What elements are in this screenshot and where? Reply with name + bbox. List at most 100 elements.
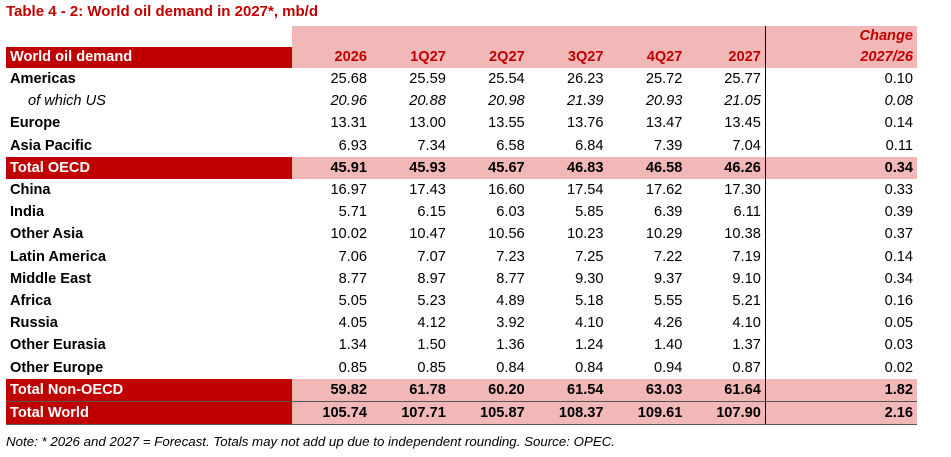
cell: 20.98 — [488, 93, 525, 110]
cell: 6.15 — [417, 204, 446, 221]
header-col-2027: 2027 — [686, 47, 766, 68]
cell: 25.68 — [330, 71, 367, 88]
cell: 60.20 — [449, 378, 529, 402]
cell: 21.05 — [724, 93, 761, 110]
row-label: Middle East — [10, 270, 92, 287]
cell: 4.89 — [496, 292, 525, 309]
row-label: India — [10, 204, 45, 221]
cell: 0.94 — [654, 359, 683, 376]
change-cell: 0.10 — [764, 68, 917, 91]
change-cell: 0.11 — [764, 134, 917, 157]
header-col-2q27: 2Q27 — [449, 47, 529, 68]
cell: 4.26 — [654, 315, 683, 332]
row-label: Russia — [10, 315, 58, 332]
cell: 45.93 — [370, 156, 450, 179]
table-row-us: of which US 20.96 20.88 20.98 21.39 20.9… — [6, 90, 917, 113]
change-cell: 0.39 — [764, 201, 917, 224]
table-row-europe: Europe 13.31 13.00 13.55 13.76 13.47 13.… — [6, 112, 917, 135]
change-cell: 0.37 — [764, 223, 917, 246]
cell: 25.72 — [645, 71, 683, 88]
cell: 6.39 — [654, 204, 683, 221]
cell: 0.87 — [732, 359, 761, 376]
cell: 25.77 — [724, 71, 761, 88]
cell: 16.60 — [488, 182, 525, 199]
cell: 8.77 — [496, 270, 525, 287]
row-label: Americas — [10, 71, 76, 88]
cell: 0.84 — [496, 359, 525, 376]
header-row-top: Change — [6, 26, 917, 47]
table-row-americas: Americas 25.68 25.59 25.54 26.23 25.72 2… — [6, 68, 917, 91]
table-row-other-asia: Other Asia 10.02 10.47 10.56 10.23 10.29… — [6, 223, 917, 246]
cell: 16.97 — [330, 182, 367, 199]
cell: 0.85 — [417, 359, 446, 376]
change-cell: 0.16 — [764, 289, 917, 313]
header-row: World oil demand 2026 1Q27 2Q27 3Q27 4Q2… — [6, 47, 917, 68]
cell: 7.34 — [417, 137, 446, 154]
cell: 7.06 — [338, 248, 367, 265]
cell: 5.21 — [732, 292, 761, 309]
cell: 20.96 — [330, 93, 367, 110]
cell: 13.47 — [645, 115, 683, 132]
cell: 107.71 — [370, 400, 450, 426]
cell: 9.37 — [654, 270, 683, 287]
table-row-other-eurasia: Other Eurasia 1.34 1.50 1.36 1.24 1.40 1… — [6, 334, 917, 357]
cell: 46.83 — [528, 156, 608, 179]
table-row-middle-east: Middle East 8.77 8.97 8.77 9.30 9.37 9.1… — [6, 267, 917, 290]
cell: 10.29 — [645, 226, 683, 243]
cell: 20.88 — [409, 93, 446, 110]
cell: 61.78 — [370, 378, 450, 402]
cell: 17.62 — [645, 182, 683, 199]
cell: 1.34 — [338, 337, 367, 354]
table-row-china: China 16.97 17.43 16.60 17.54 17.62 17.3… — [6, 178, 917, 202]
row-label: Other Asia — [10, 226, 84, 243]
cell: 7.39 — [654, 137, 683, 154]
cell: 4.10 — [575, 315, 604, 332]
cell: 1.36 — [496, 337, 525, 354]
cell: 13.45 — [724, 115, 761, 132]
cell: 59.82 — [292, 378, 371, 402]
cell: 5.18 — [575, 292, 604, 309]
cell: 7.25 — [575, 248, 604, 265]
cell: 6.93 — [338, 137, 367, 154]
cell: 10.23 — [567, 226, 604, 243]
cell: 5.71 — [338, 204, 367, 221]
cell: 10.38 — [724, 226, 761, 243]
change-cell: 0.14 — [764, 245, 917, 268]
cell: 17.43 — [409, 182, 446, 199]
table-row-asia-pacific: Asia Pacific 6.93 7.34 6.58 6.84 7.39 7.… — [6, 134, 917, 157]
change-cell: 0.33 — [764, 178, 917, 202]
cell: 5.23 — [417, 292, 446, 309]
cell: 1.40 — [654, 337, 683, 354]
table-row-latin-america: Latin America 7.06 7.07 7.23 7.25 7.22 7… — [6, 245, 917, 268]
cell: 105.87 — [449, 400, 529, 426]
cell: 7.22 — [654, 248, 683, 265]
header-col-2026: 2026 — [292, 47, 371, 68]
cell: 9.10 — [732, 270, 761, 287]
header-col-3q27: 3Q27 — [528, 47, 608, 68]
cell: 4.12 — [417, 315, 446, 332]
table-row-russia: Russia 4.05 4.12 3.92 4.10 4.26 4.10 0.0… — [6, 312, 917, 335]
row-label: Other Europe — [10, 359, 104, 376]
row-label: Other Eurasia — [10, 337, 106, 354]
cell: 4.10 — [732, 315, 761, 332]
change-cell: 2.16 — [764, 400, 917, 426]
cell: 6.84 — [575, 137, 604, 154]
header-label: World oil demand — [6, 47, 293, 68]
cell: 25.54 — [488, 71, 525, 88]
cell: 7.04 — [732, 137, 761, 154]
change-cell: 0.02 — [764, 356, 917, 379]
cell: 10.47 — [409, 226, 446, 243]
cell: 0.85 — [338, 359, 367, 376]
cell: 1.24 — [575, 337, 604, 354]
row-label: Total World — [6, 400, 293, 426]
cell: 10.02 — [330, 226, 367, 243]
row-label: China — [10, 182, 51, 199]
change-cell: 0.05 — [764, 312, 917, 335]
cell: 45.91 — [292, 156, 371, 179]
cell: 8.77 — [338, 270, 367, 287]
footnote: Note: * 2026 and 2027 = Forecast. Totals… — [6, 434, 615, 449]
cell: 6.58 — [496, 137, 525, 154]
row-label: Asia Pacific — [10, 137, 92, 154]
cell: 17.54 — [567, 182, 604, 199]
